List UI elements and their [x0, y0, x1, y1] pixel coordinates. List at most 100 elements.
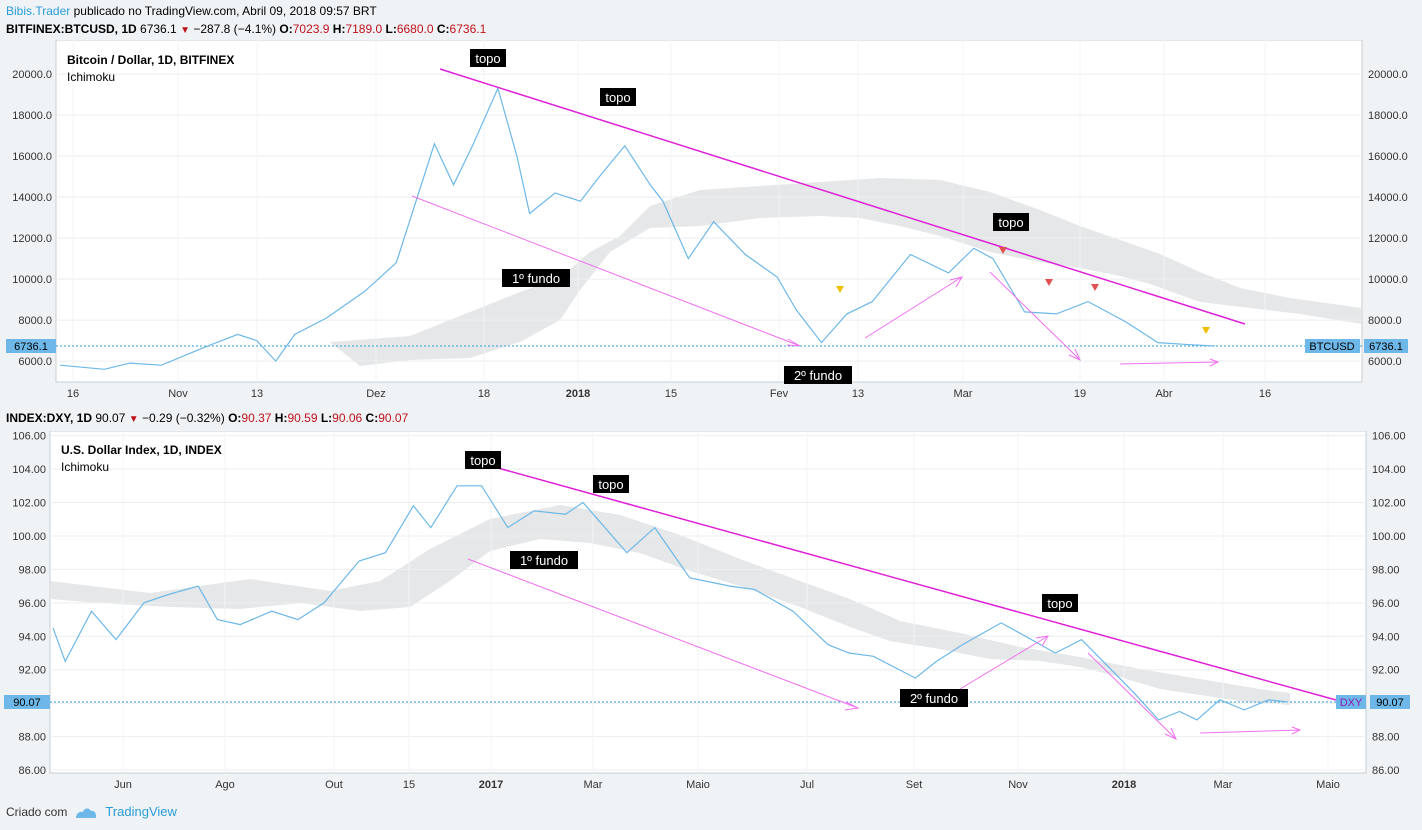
yellow-triangle-icon[interactable]: [836, 286, 844, 293]
arrow-up-1[interactable]: [959, 635, 1049, 690]
dxy-low: 90.06: [332, 411, 363, 425]
label-topo: topo: [475, 51, 500, 66]
annotation-label[interactable]: topo: [1042, 594, 1078, 612]
annotation-label[interactable]: 2º fundo: [900, 689, 968, 707]
annotation-label[interactable]: topo: [470, 49, 506, 67]
annotation-label[interactable]: topo: [465, 451, 501, 469]
y-tick-label-right: 18000.0: [1368, 110, 1408, 122]
annotation-arrows[interactable]: [467, 558, 1302, 741]
arrow-flat-1[interactable]: [1199, 729, 1301, 734]
ticker-tag: [1336, 695, 1366, 709]
annotation-label[interactable]: topo: [600, 88, 636, 106]
y-tick-label-left: 12000.0: [12, 233, 52, 245]
red-triangle-icon[interactable]: [1045, 279, 1053, 286]
publish-info: publicado no TradingView.com, Abril 09, …: [73, 4, 377, 18]
y-tick-label-right: 86.00: [1372, 765, 1400, 777]
annotation-label[interactable]: 2º fundo: [784, 366, 852, 384]
dxy-high: 90.59: [287, 411, 318, 425]
dxy-chart[interactable]: 106.00 106.00 104.00 104.00 102.00 102.00 100.…: [0, 431, 1422, 795]
btc-price-series: [59, 86, 1216, 370]
x-tick-label: Out: [325, 779, 343, 791]
btc-chart[interactable]: 20000.0 20000.0 18000.0 18000.0 16000.0 16000…: [0, 40, 1422, 404]
y-tick-label-left: 96.00: [18, 598, 46, 610]
btc-symbol: BITFINEX:BTCUSD, 1D: [6, 22, 137, 36]
y-tick-label-right: 16000.0: [1368, 151, 1408, 163]
y-tick-label-right: 88.00: [1372, 732, 1400, 744]
resistance-trendline[interactable]: [439, 68, 1246, 325]
ticker-tag-text: BTCUSD: [1309, 341, 1354, 353]
annotation-label[interactable]: topo: [993, 213, 1029, 231]
y-tick-label-left: 10000.0: [12, 274, 52, 286]
y-tick-label-right: 14000.0: [1368, 192, 1408, 204]
btc-last: 6736.1: [140, 22, 177, 36]
dxy-h-label: H:: [274, 411, 288, 425]
red-triangle-icon[interactable]: [1091, 284, 1099, 291]
dxy-close: 90.07: [378, 411, 409, 425]
y-tick-label-right: 104.00: [1372, 464, 1406, 476]
x-tick-label: Set: [906, 779, 923, 791]
y-tick-label-left: 100.00: [12, 531, 46, 543]
arrow-down-2[interactable]: [1087, 652, 1177, 740]
x-tick-label: Mar: [1214, 779, 1233, 791]
btc-o-label: O:: [279, 22, 293, 36]
y-tick-label-right: 98.00: [1372, 564, 1400, 576]
dxy-l-label: L:: [320, 411, 333, 425]
label-topo: topo: [598, 477, 623, 492]
btc-y-axis: 20000.0 20000.0 18000.0 18000.0 16000.0 16000…: [12, 69, 1408, 368]
dxy-o-label: O:: [228, 411, 242, 425]
annotation-label[interactable]: 1º fundo: [502, 269, 570, 287]
dxy-indicator-label: Ichimoku: [61, 460, 109, 474]
resistance-trendline[interactable]: [497, 467, 1337, 701]
left-price-tag-text: 6736.1: [14, 341, 48, 353]
x-tick-label: Mar: [584, 779, 603, 791]
annotation-label[interactable]: topo: [593, 475, 629, 493]
y-tick-label-right: 20000.0: [1368, 69, 1408, 81]
label-1o-fundo: 1º fundo: [520, 553, 568, 568]
yellow-triangle-icon[interactable]: [1202, 327, 1210, 334]
x-tick-label: 2018: [566, 388, 590, 400]
btc-c-label: C:: [436, 22, 450, 36]
dxy-symbol: INDEX:DXY, 1D: [6, 411, 93, 425]
x-tick-label: Maio: [686, 779, 710, 791]
dxy-c-label: C:: [365, 411, 379, 425]
x-tick-label: 2017: [479, 779, 503, 791]
y-tick-label-left: 16000.0: [12, 151, 52, 163]
x-tick-label: Nov: [168, 388, 188, 400]
label-2o-fundo: 2º fundo: [910, 691, 958, 706]
arrow-up-1[interactable]: [864, 276, 963, 339]
annotation-arrows[interactable]: [411, 195, 1220, 367]
dxy-legend: INDEX:DXY, 1D 90.07 ▼ −0.29 (−0.32%) O:9…: [6, 411, 408, 425]
y-tick-label-right: 8000.0: [1368, 315, 1402, 327]
y-tick-label-left: 6000.0: [18, 356, 52, 368]
x-tick-label: 19: [1074, 388, 1086, 400]
author-name[interactable]: Bibis.Trader: [6, 4, 71, 18]
arrow-down-1[interactable]: [411, 195, 801, 347]
arrow-down-2[interactable]: [989, 271, 1081, 361]
arrow-flat-1[interactable]: [1119, 361, 1219, 365]
x-tick-label: Maio: [1316, 779, 1340, 791]
created-with-label: Criado com: [6, 804, 68, 819]
arrowhead-icon: [786, 338, 801, 347]
arrowhead-icon: [1068, 348, 1082, 362]
btc-low: 6680.0: [396, 22, 434, 36]
ichimoku-cloud: [330, 178, 1362, 366]
y-tick-label-left: 8000.0: [18, 315, 52, 327]
x-tick-label: 13: [251, 388, 263, 400]
tradingview-logo-icon[interactable]: [75, 805, 97, 819]
red-triangle-icon[interactable]: [999, 247, 1007, 254]
left-price-tag-text: 90.07: [13, 697, 41, 709]
x-tick-label: Jul: [800, 779, 814, 791]
x-tick-label: 15: [403, 779, 415, 791]
x-tick-label: 18: [478, 388, 490, 400]
btc-open: 7023.9: [292, 22, 330, 36]
annotation-label[interactable]: 1º fundo: [510, 551, 578, 569]
x-tick-label: 13: [852, 388, 864, 400]
arrowhead-icon: [1035, 635, 1049, 647]
y-tick-label-right: 96.00: [1372, 598, 1400, 610]
btc-legend: BITFINEX:BTCUSD, 1D 6736.1 ▼ −287.8 (−4.…: [6, 22, 486, 36]
arrow-down-1[interactable]: [467, 558, 859, 709]
x-tick-label: 16: [1259, 388, 1271, 400]
y-tick-label-left: 98.00: [18, 564, 46, 576]
tradingview-link[interactable]: TradingView: [105, 804, 177, 819]
dxy-last: 90.07: [95, 411, 126, 425]
